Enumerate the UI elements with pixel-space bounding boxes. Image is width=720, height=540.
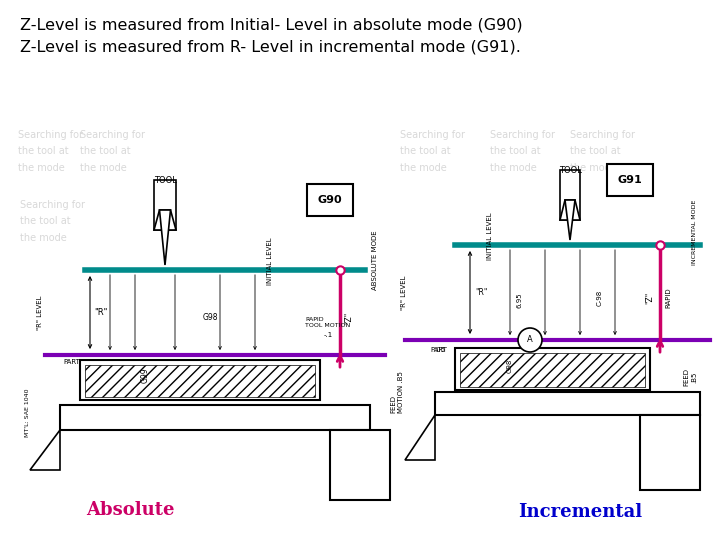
Text: INCREMENTAL MODE: INCREMENTAL MODE (693, 200, 698, 265)
Text: PART: PART (63, 359, 80, 365)
Text: G99: G99 (140, 367, 150, 383)
Bar (330, 430, 390, 500)
Bar (640, 415, 700, 490)
Text: G91: G91 (618, 175, 642, 185)
Circle shape (518, 328, 542, 352)
Text: TOOL: TOOL (559, 166, 582, 175)
Text: G98: G98 (507, 359, 513, 373)
Text: "R" LEVEL: "R" LEVEL (401, 275, 407, 310)
Bar (60, 405, 370, 430)
Polygon shape (30, 430, 60, 470)
Text: -.1: -.1 (323, 332, 333, 338)
Text: "R": "R" (475, 288, 487, 297)
Bar (455, 348, 650, 390)
Text: "R" LEVEL: "R" LEVEL (37, 295, 43, 330)
Text: FEED
.B5: FEED .B5 (683, 368, 697, 387)
Text: "Z": "Z" (344, 312, 353, 323)
Text: "Z": "Z" (646, 292, 654, 303)
Bar (460, 353, 645, 387)
Text: Z-Level is measured from Initial- Level in absolute mode (G90): Z-Level is measured from Initial- Level … (20, 18, 523, 33)
Text: Searching for
the tool at
the mode: Searching for the tool at the mode (400, 130, 465, 173)
Text: Searching for
the tool at
the mode: Searching for the tool at the mode (18, 130, 83, 173)
Polygon shape (160, 210, 171, 265)
Text: G90: G90 (318, 195, 342, 205)
Text: RAPID: RAPID (665, 287, 671, 308)
Text: Searching for
the tool at
the mode: Searching for the tool at the mode (80, 130, 145, 173)
Text: Z-Level is measured from R- Level in incremental mode (G91).: Z-Level is measured from R- Level in inc… (20, 40, 521, 55)
Text: A: A (527, 335, 533, 345)
Text: FEED
MOTION .B5: FEED MOTION .B5 (390, 372, 404, 414)
Text: Incremental: Incremental (518, 503, 642, 521)
Text: INITIAL LEVEL: INITIAL LEVEL (267, 238, 273, 285)
Text: RAPID
TOOL MOTION: RAPID TOOL MOTION (305, 316, 350, 328)
Text: "R": "R" (94, 308, 107, 317)
Text: MT'L: SAE 1040: MT'L: SAE 1040 (25, 389, 30, 437)
Text: ABSOLUTE MODE: ABSOLUTE MODE (372, 231, 378, 290)
Polygon shape (405, 415, 435, 460)
Text: TOOL: TOOL (153, 176, 176, 185)
FancyBboxPatch shape (607, 164, 653, 196)
Text: PART: PART (430, 347, 447, 353)
Polygon shape (560, 200, 580, 220)
Text: INITIAL LEVEL: INITIAL LEVEL (487, 212, 493, 260)
FancyBboxPatch shape (307, 184, 353, 216)
Text: G98: G98 (202, 313, 217, 322)
Bar (154, 180, 176, 230)
Text: Absolute: Absolute (86, 501, 174, 519)
Text: Searching for
the tool at
the mode: Searching for the tool at the mode (490, 130, 555, 173)
Bar (85, 365, 315, 397)
Text: Searching for
the tool at
the mode: Searching for the tool at the mode (570, 130, 635, 173)
Text: C-98: C-98 (597, 289, 603, 306)
Bar (435, 392, 700, 415)
Bar (560, 170, 580, 220)
Polygon shape (565, 200, 575, 240)
Text: 6.95: 6.95 (517, 293, 523, 308)
Bar (80, 360, 320, 400)
Text: Searching for
the tool at
the mode: Searching for the tool at the mode (20, 200, 85, 243)
Polygon shape (154, 210, 176, 230)
Text: .05: .05 (434, 347, 446, 353)
